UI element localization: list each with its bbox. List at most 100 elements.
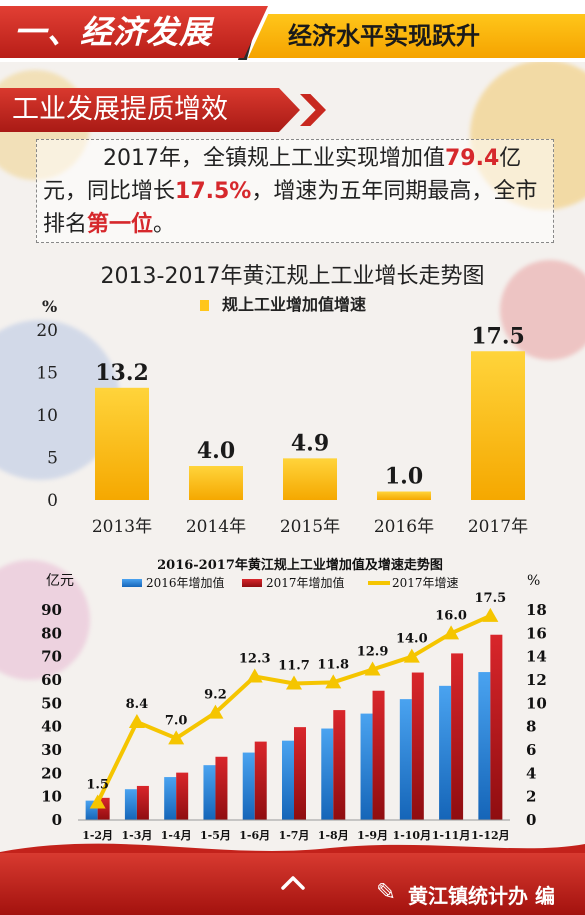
chart2-y-left-tick: 40	[41, 718, 62, 736]
chart2-bar-2017	[411, 672, 424, 820]
chart2-bar-2016	[203, 765, 216, 820]
chart2-legend-label: 2016年增加值	[146, 575, 225, 590]
chart2-growth-marker	[207, 704, 224, 719]
chart1-y-tick: 15	[36, 364, 58, 384]
chart2-growth-marker	[443, 625, 460, 640]
header-section-title: 一、经济发展	[0, 6, 268, 58]
chart1-bar	[283, 458, 337, 500]
chart2-legend-label: 2017年增速	[392, 576, 459, 590]
chart2-y-left-tick: 30	[41, 741, 62, 759]
chart1-bar	[377, 491, 431, 500]
chart2-legend-swatch	[122, 579, 142, 587]
chart2-y-right-tick: 14	[526, 648, 547, 666]
chart2-y-left-tick: 70	[41, 648, 62, 666]
chart2-bar-2017	[136, 785, 149, 820]
chart2-y-right-tick: 6	[526, 741, 536, 759]
chart2-x-tick: 1-10月	[393, 829, 432, 842]
chart2-bar-2017	[490, 634, 503, 820]
chart1-data-label: 1.0	[385, 464, 423, 490]
chart1-x-tick: 2015年	[280, 517, 340, 537]
chart2-bar-2017	[294, 727, 306, 820]
huangjiang-logo-icon: ✎	[376, 878, 397, 906]
chart1-data-label: 4.9	[291, 430, 329, 456]
chart2-bar-2016	[321, 728, 334, 820]
chart2-growth-label: 11.8	[317, 657, 349, 672]
chart2-bar-2017	[451, 653, 464, 820]
chart1-bar	[189, 466, 243, 500]
chart2-x-tick: 1-11月	[432, 829, 471, 842]
chart1-x-tick: 2016年	[374, 517, 434, 537]
chart2-bar-2016	[360, 713, 373, 820]
chart1-y-tick: 10	[36, 406, 58, 426]
chart1-x-tick: 2014年	[186, 517, 246, 537]
chart2-y-left-tick: 10	[41, 788, 62, 806]
chart2-growth-label: 12.3	[239, 652, 271, 667]
chart2-x-tick: 1-9月	[357, 829, 388, 842]
chart2-right-unit: %	[527, 573, 540, 589]
chart2-x-tick: 1-4月	[161, 829, 192, 842]
chart2-growth-marker	[364, 661, 381, 676]
intro-text-3: ，增速为五年同期最高，全市排名	[43, 179, 538, 237]
chart2-growth-label: 9.2	[204, 688, 227, 703]
chart1-y-unit: %	[42, 297, 57, 316]
chart2-growth-marker	[325, 674, 342, 689]
chart2-growth-label: 7.0	[165, 713, 188, 728]
chart2-bar-2016	[439, 685, 452, 820]
chart2-bar-2017	[254, 741, 267, 820]
chart2-growth-marker	[128, 714, 145, 728]
chart2-bar-2016	[399, 699, 412, 820]
chart1-y-tick: 20	[36, 321, 58, 341]
chart2-bar-2016	[478, 672, 491, 820]
intro-growth-rate: 17.5%	[175, 179, 252, 204]
chart2-x-tick: 1-6月	[239, 829, 270, 842]
chart1-bar	[95, 387, 149, 500]
chart2-y-right-tick: 0	[526, 811, 536, 829]
chart2-growth-label: 1.5	[86, 778, 109, 793]
chart1-data-label: 13.2	[95, 360, 149, 386]
chart2-y-left-tick: 20	[41, 764, 62, 782]
chart2-growth-label: 17.5	[475, 591, 507, 606]
intro-value-added: 79.4	[445, 146, 500, 171]
chart2-y-left-tick: 60	[41, 671, 62, 689]
header-subtitle: 经济水平实现跃升	[248, 14, 585, 58]
chart2-title: 2016-2017年黄江规上工业增加值及增速走势图	[157, 557, 443, 573]
chart2-growth-marker	[246, 668, 263, 683]
chart2-y-left-tick: 90	[41, 601, 62, 619]
chart2-bar-2016	[282, 740, 294, 820]
chart2-y-left-tick: 50	[41, 694, 62, 712]
chart2-x-tick: 1-7月	[279, 829, 310, 842]
chart2-y-right-tick: 18	[526, 601, 547, 619]
chart1-bar	[471, 351, 525, 500]
chevron-up-icon[interactable]	[280, 873, 306, 893]
chart2-bar-2016	[164, 777, 177, 820]
chart2-bar-2017	[333, 710, 346, 820]
intro-paragraph: 2017年，全镇规上工业实现增加值79.4亿元，同比增长17.5%，增速为五年同…	[36, 139, 554, 243]
chart2-left-unit: 亿元	[46, 573, 74, 589]
chart2-y-right-tick: 4	[526, 764, 536, 782]
intro-text-4: 。	[153, 212, 176, 237]
chart2-y-left-tick: 80	[41, 624, 62, 642]
chart1-data-label: 4.0	[197, 438, 235, 464]
chart2-bar-2017	[372, 690, 385, 820]
chart2-growth-label: 11.7	[278, 659, 310, 674]
chart1-y-tick: 0	[47, 491, 58, 511]
chart2-legend-swatch	[242, 579, 262, 587]
chart2-x-tick: 1-12月	[471, 829, 510, 842]
chart2-growth-marker	[286, 675, 302, 690]
chart2-growth-marker	[168, 730, 185, 745]
chart2-x-tick: 1-3月	[121, 829, 152, 842]
chart2-bar-2017	[215, 756, 228, 820]
page-footer	[0, 853, 585, 915]
chart2-y-right-tick: 16	[526, 624, 547, 642]
chart2-y-right-tick: 8	[526, 718, 536, 736]
footer-credit: 黄江镇统计办 编	[408, 884, 555, 908]
chart1-legend-swatch	[200, 300, 209, 311]
chart2-growth-marker	[89, 794, 106, 809]
chart2-x-tick: 1-2月	[82, 829, 113, 842]
chart1-x-tick: 2013年	[92, 517, 152, 537]
chart2-x-tick: 1-5月	[200, 829, 231, 842]
chart1-y-tick: 5	[47, 449, 58, 469]
intro-text-2: 亿元，同比增长	[43, 146, 522, 204]
chart2-growth-label: 16.0	[435, 608, 467, 623]
chart2-legend-label: 2017年增加值	[266, 575, 345, 590]
